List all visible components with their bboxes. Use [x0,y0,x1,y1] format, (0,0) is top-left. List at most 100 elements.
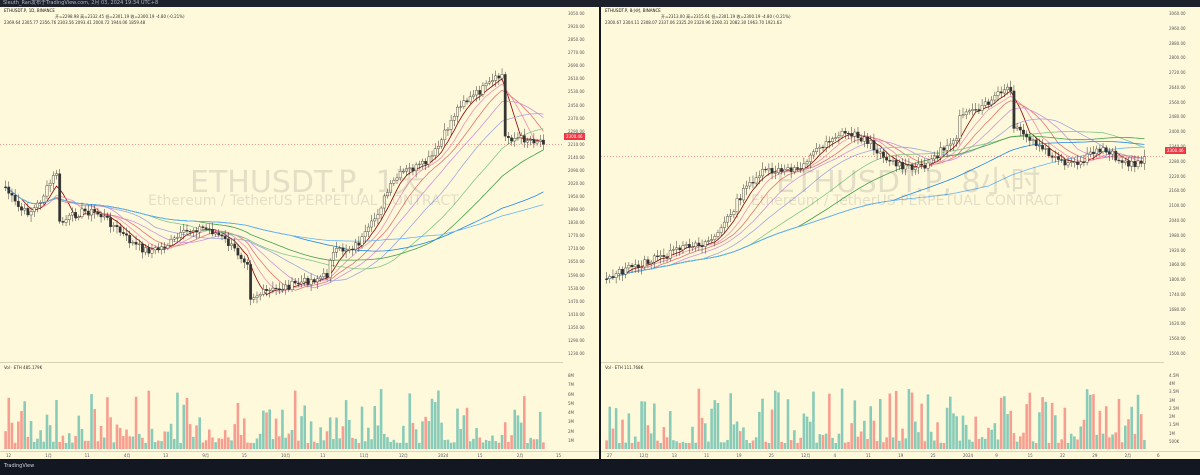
price-axis-8h[interactable]: 3060.00 2960.00 2880.00 2800.00 2720.00 2640.… [1165,7,1200,459]
volume-bar [529,437,532,449]
volume-bar [681,441,685,449]
volume-bar [246,442,249,449]
volume-bar [421,421,424,449]
time-tick-label: 10月 [281,453,291,458]
candle [10,193,14,196]
volume-bar [227,437,230,449]
volume-bar [109,417,112,449]
volume-bar [869,406,873,449]
volume-bar [805,416,809,449]
moving-average-line [5,89,544,291]
candle [678,247,682,251]
candle [971,109,974,111]
volume-bar [77,415,81,449]
8h-chart-canvas[interactable] [601,7,1200,459]
candle [1139,160,1143,164]
volume-tick-label: 3.5M [1169,389,1179,395]
candle [850,133,854,137]
price-tick-label: 2920.00 [568,24,585,30]
volume-bar [424,416,427,449]
candle [373,218,377,222]
last-price-tag-daily: 2300.46 [564,133,585,140]
candle [542,139,545,145]
time-tick-label: 27 [607,453,613,458]
candle [780,168,784,172]
candle [684,244,688,246]
volume-bar [402,425,405,449]
candle [614,273,618,278]
volume-bar [649,433,653,449]
pane-divider[interactable] [601,362,1164,363]
candle [150,249,154,254]
candle [166,245,170,249]
volume-bar [738,431,742,449]
time-axis-daily[interactable]: 12 1月 11 4月 13 9月 15 10月 11 11月 12月 2024 15 2月 15 [0,451,599,459]
volume-bar [659,442,662,449]
volume-bar [608,406,612,449]
volume-bar [274,418,278,449]
price-tick-label: 1530.00 [568,285,585,291]
candle [131,241,135,244]
volume-bar [761,398,764,449]
volume-bar [535,439,539,449]
volume-bar [481,442,485,449]
candle [195,230,198,233]
volume-bar [891,437,895,449]
candle [433,148,437,156]
price-tick-label: 2020.00 [568,181,585,186]
volume-bar [1143,439,1146,449]
candle [1130,161,1134,167]
volume-bar [710,408,713,449]
candle [236,247,240,256]
candle [827,141,831,143]
pane-divider[interactable] [0,362,563,363]
volume-bar [258,433,262,449]
volume-bar [1015,441,1019,449]
candle [55,173,58,176]
price-tick-label: 1470.00 [568,298,585,304]
candle [1133,161,1137,168]
candle [392,180,396,184]
candle [26,208,30,216]
volume-bar [907,389,911,449]
price-tick-label: 2610.00 [568,76,585,82]
candle [230,243,233,246]
volume-bar [1085,389,1089,449]
candle [328,260,332,278]
candle [1041,145,1044,150]
candle [125,233,128,236]
candle [417,163,421,166]
daily-chart-canvas[interactable] [0,7,599,459]
chart-pane-8h[interactable]: ETHUSDT.P, 8小时, BINANCE 开=2313.00 高=2315… [601,7,1200,459]
volume-bar [128,436,131,449]
candle [538,139,542,142]
candle [338,247,342,249]
candle [818,146,822,149]
time-axis-8h[interactable]: 27 12月 13 11 19 25 12月 4 11 19 25 2024 9 15 22 29 2月 6 [601,451,1200,459]
volume-bar [993,423,997,449]
volume-bar [917,432,920,449]
chart-pane-daily[interactable]: ETHUSDT.P, 1D, BINANCE 开=2298.98 高=2332.… [0,7,599,459]
volume-bar [195,425,198,449]
volume-bar [542,442,545,449]
candle [39,202,42,204]
candle [382,195,386,209]
volume-bar [818,434,822,449]
price-axis-daily[interactable]: 3050.00 2920.00 2850.00 2770.00 2690.00 2610.… [564,7,599,459]
layout-separator[interactable] [599,7,601,459]
volume-bar [427,421,431,449]
candle [522,135,526,143]
price-tick-label: 2400.00 [1169,129,1186,135]
volume-bar [347,419,351,449]
volume-bar [185,397,189,449]
volume-bar [125,429,128,449]
candle [408,167,412,169]
candle [894,160,898,167]
volume-bar [770,409,774,449]
moving-average-line [5,83,544,293]
volume-bar [45,414,49,449]
candle [1079,161,1083,165]
candle [513,138,517,142]
candle [414,164,418,172]
candle [878,151,882,154]
